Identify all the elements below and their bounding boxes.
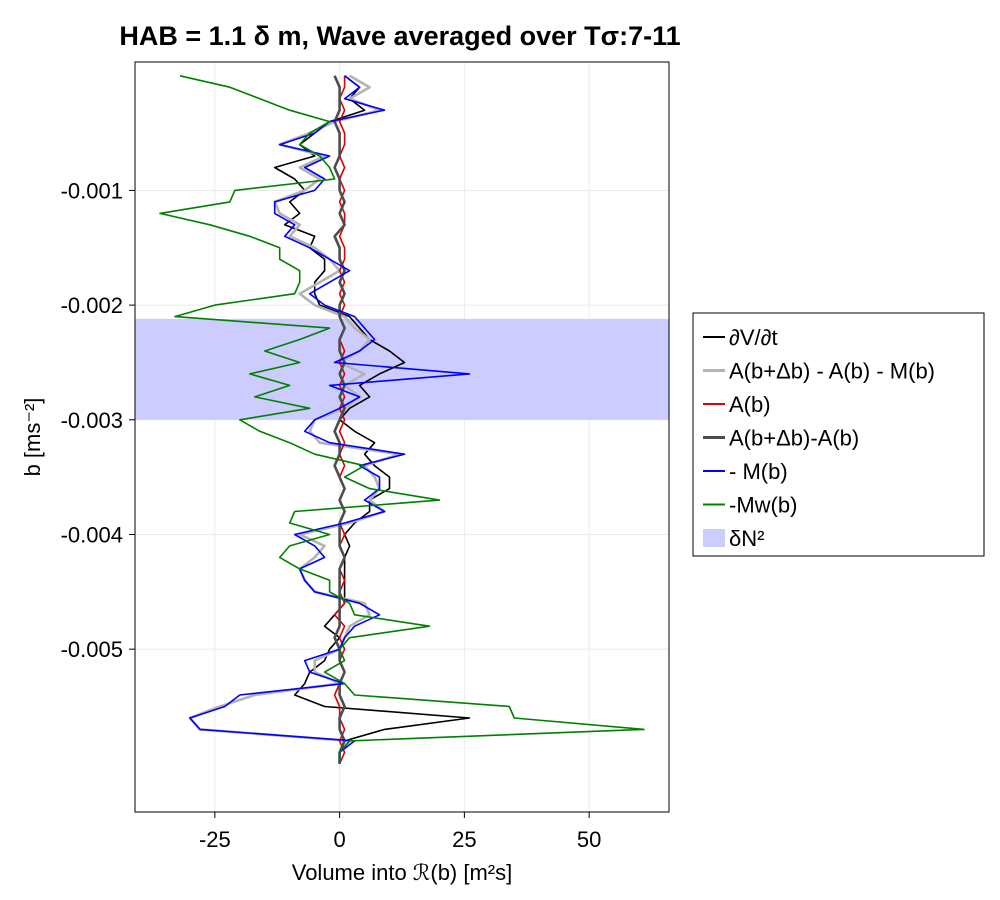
y-tick-label: -0.005 [61,637,123,662]
series-line-2 [333,75,346,765]
legend-frame [692,312,985,557]
x-tick-label: 0 [333,827,345,852]
y-axis-label: b [ms⁻²] [20,398,45,477]
legend-label: - M(b) [729,459,788,484]
legend-label: A(b) [729,392,771,417]
y-tick-label: -0.003 [61,408,123,433]
y-axis-ticks: -0.001 -0.002 -0.003 -0.004 -0.005 [61,178,135,662]
x-axis-label: Volume into ℛ(b) [m²s] [292,860,513,885]
series-layer [159,74,645,765]
y-tick-label: -0.001 [61,178,123,203]
legend-label: A(b+Δb) - A(b) - M(b) [729,359,935,384]
legend-label: A(b+Δb)-A(b) [729,426,859,451]
legend-swatch [703,529,725,547]
x-tick-label: 50 [577,827,601,852]
x-tick-label: 25 [452,827,476,852]
y-tick-label: -0.002 [61,293,123,318]
series-line-5 [159,75,645,764]
legend-label: ∂V/∂t [729,325,778,350]
y-tick-label: -0.004 [61,522,123,547]
x-tick-label: -25 [199,827,231,852]
x-axis-ticks: -25 0 25 50 [199,812,601,852]
plot-frame [134,61,670,813]
band-layer [135,318,669,420]
band-delta-n2 [135,318,669,420]
chart-title: HAB = 1.1 δ m, Wave averaged over Tσ:7-1… [119,21,680,51]
legend-label: δN² [729,526,764,551]
legend-label: -Mw(b) [729,493,797,518]
legend: ∂V/∂t A(b+Δb) - A(b) - M(b) A(b) A(b+Δb)-A(… [692,312,985,557]
